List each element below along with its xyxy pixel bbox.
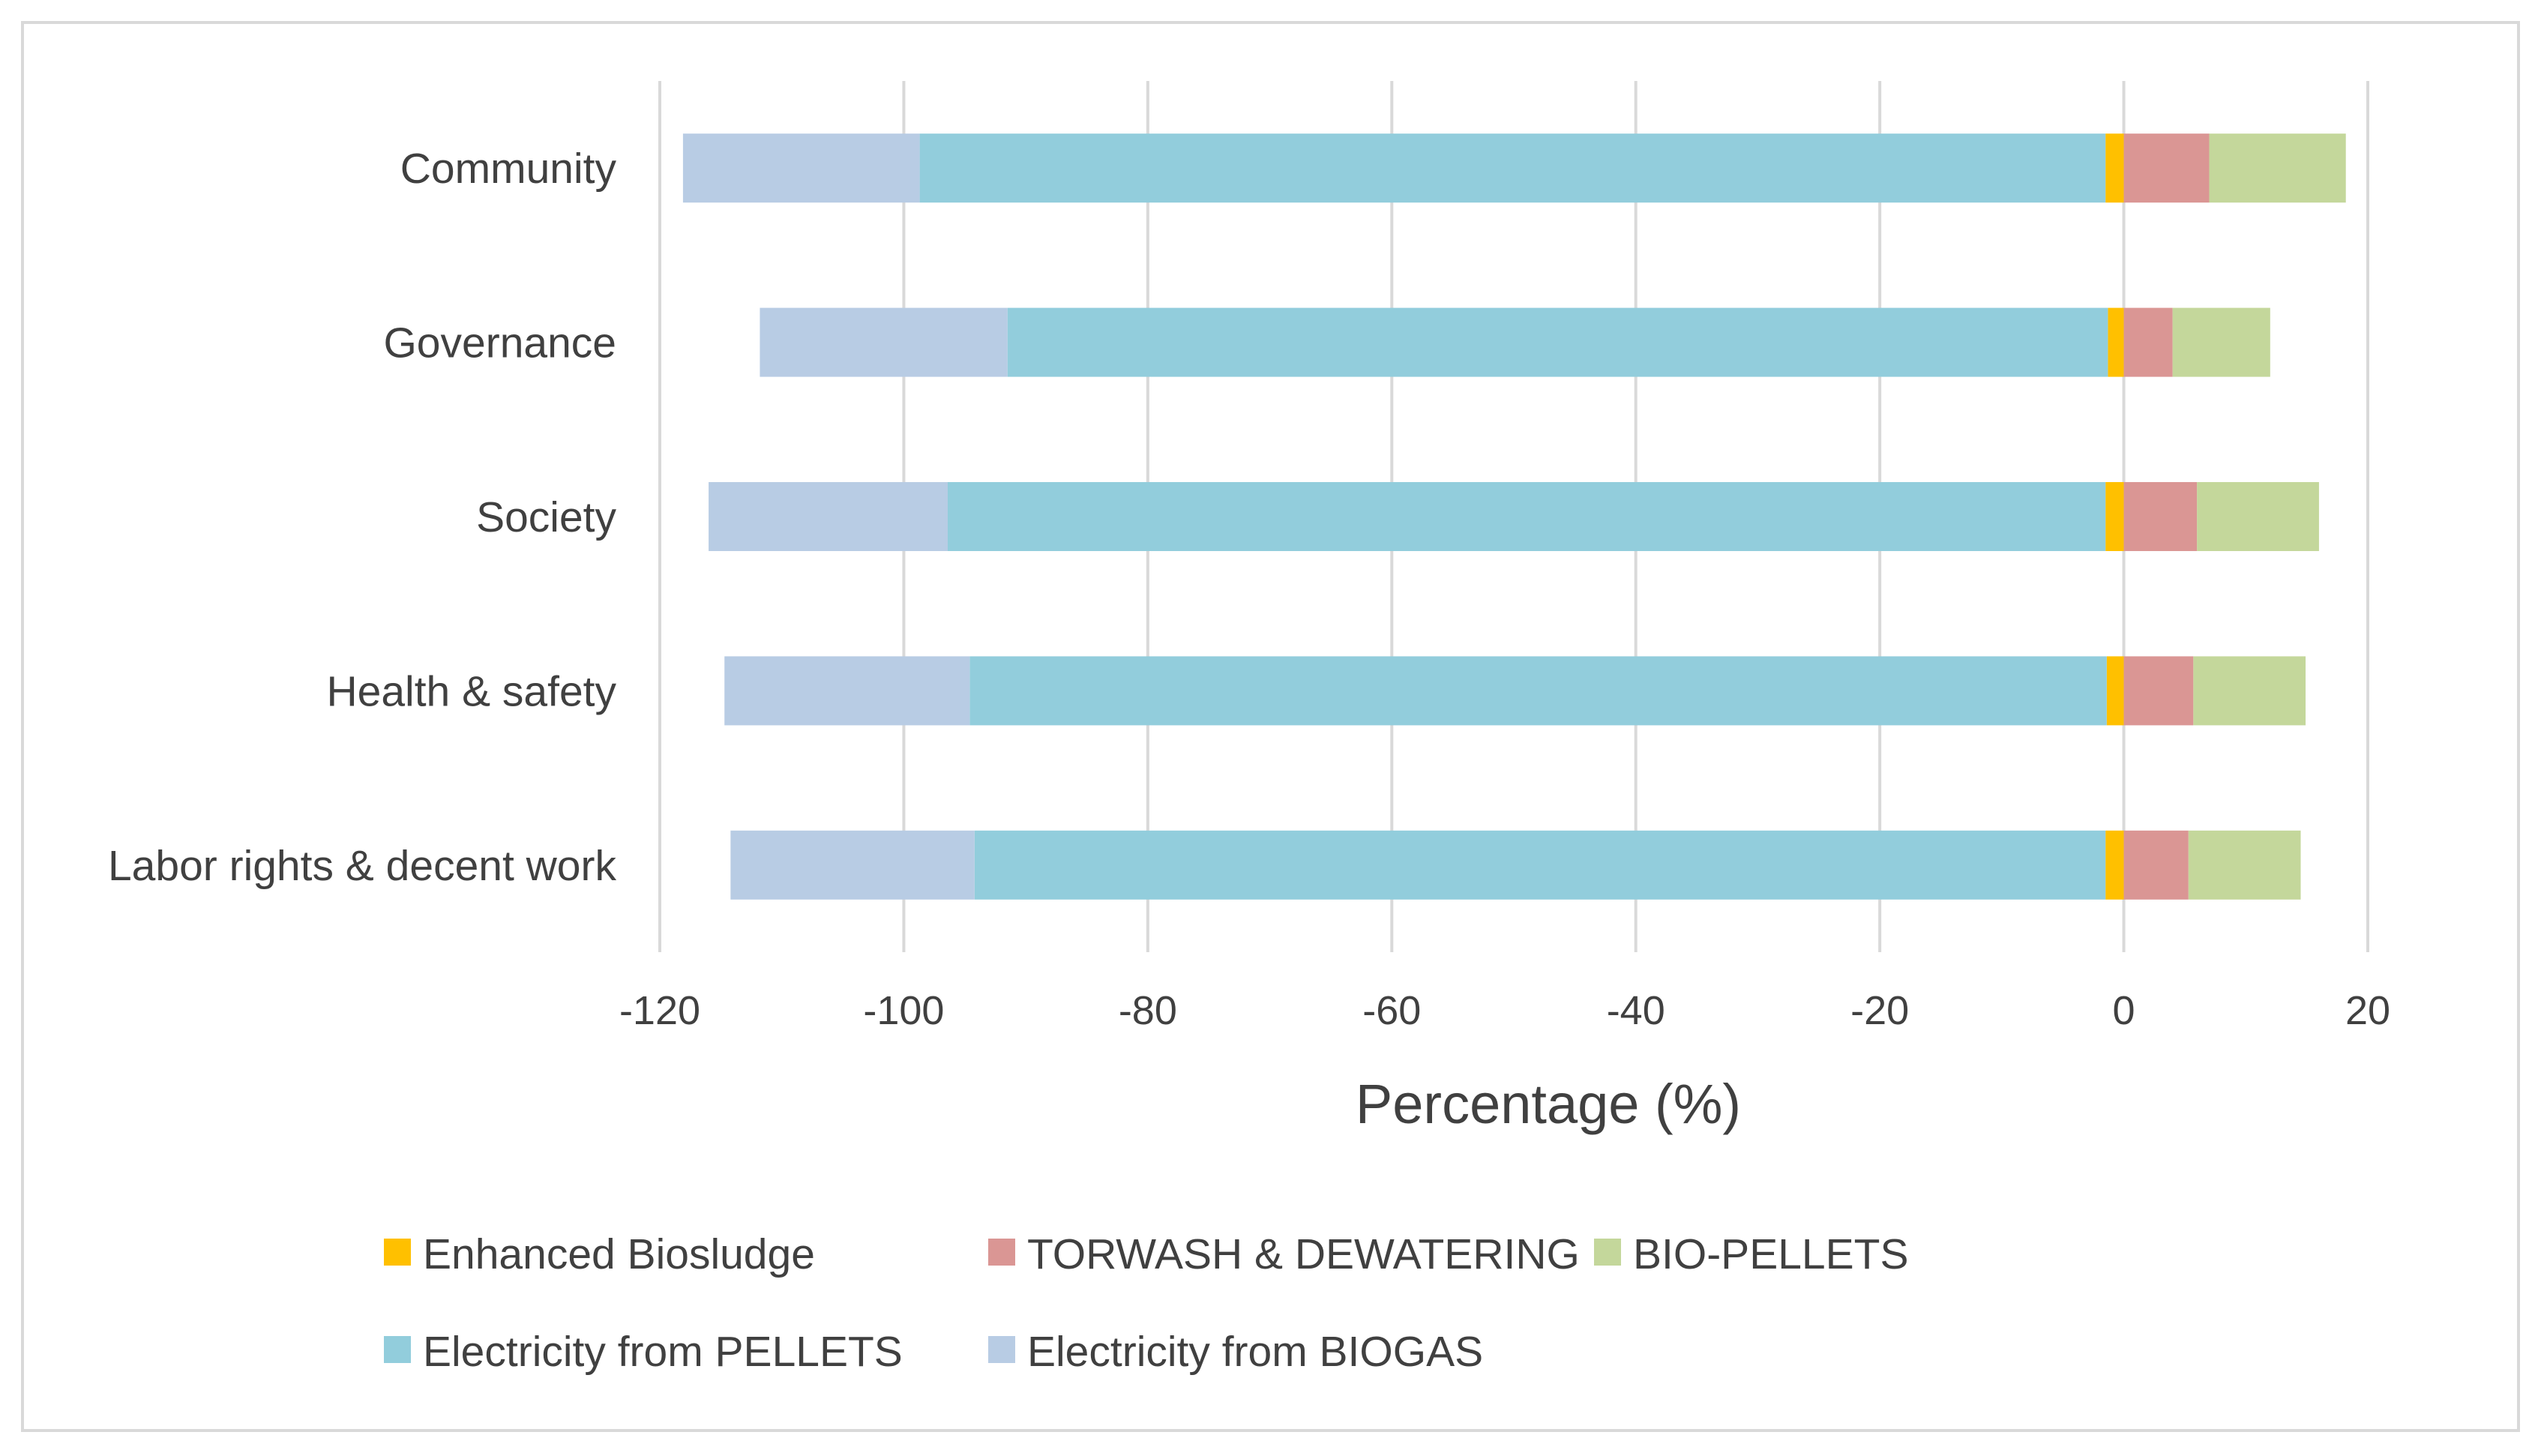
x-tick-label: -100 xyxy=(863,988,944,1033)
bar-segment xyxy=(2197,482,2319,551)
bar-segment xyxy=(2209,133,2346,203)
legend-label: Electricity from BIOGAS xyxy=(1027,1328,1483,1376)
x-tick-label: -80 xyxy=(1119,988,1177,1033)
x-tick-label: 20 xyxy=(2345,988,2390,1033)
legend-swatch xyxy=(988,1336,1015,1363)
x-tick-label: -40 xyxy=(1607,988,1665,1033)
x-tick-label: 0 xyxy=(2113,988,2135,1033)
bar-segment xyxy=(1007,307,2108,377)
bar-segment xyxy=(2123,830,2189,900)
bar-segment xyxy=(2105,482,2124,551)
bar-segment xyxy=(2188,830,2301,900)
legend-label: TORWASH & DEWATERING xyxy=(1027,1230,1580,1278)
x-axis-title: Percentage (%) xyxy=(1356,1073,1741,1135)
bar-segment xyxy=(2193,656,2306,726)
category-labels: Community Governance Society Health & safet… xyxy=(108,145,617,890)
bar-segment xyxy=(919,133,2106,203)
bar-segment xyxy=(709,482,948,551)
bar-segment xyxy=(682,133,920,203)
legend-swatch xyxy=(384,1336,411,1363)
x-tick-label: -60 xyxy=(1362,988,1421,1033)
legend-swatch xyxy=(384,1239,411,1266)
bar-segment xyxy=(974,830,2106,900)
bars xyxy=(682,133,2346,900)
bar-segment xyxy=(2123,482,2198,551)
bar-segment xyxy=(724,656,970,726)
legend-label: Enhanced Biosludge xyxy=(423,1230,815,1278)
bar-segment xyxy=(2123,307,2173,377)
legend: Enhanced Biosludge TORWASH & DEWATERING BI… xyxy=(384,1230,1908,1376)
bar-segment xyxy=(760,307,1008,377)
legend-swatch xyxy=(1594,1239,1621,1266)
bar-segment xyxy=(969,656,2107,726)
bar-segment xyxy=(730,830,975,900)
bar-segment xyxy=(948,482,2106,551)
bar-segment xyxy=(2105,830,2124,900)
category-label: Governance xyxy=(383,319,616,367)
category-label: Community xyxy=(400,145,617,193)
legend-label: Electricity from PELLETS xyxy=(423,1328,903,1376)
chart-frame xyxy=(21,21,2520,1432)
bar-segment xyxy=(2172,307,2270,377)
category-label: Society xyxy=(476,493,616,541)
x-tick-label: -20 xyxy=(1850,988,1909,1033)
x-tick-labels: -120 -100 -80 -60 -40 -20 0 20 xyxy=(619,988,2390,1033)
bar-segment xyxy=(2123,656,2194,726)
bar-segment xyxy=(2106,656,2124,726)
x-tick-label: -120 xyxy=(619,988,700,1033)
category-label: Labor rights & decent work xyxy=(108,842,617,890)
bar-segment xyxy=(2108,307,2124,377)
legend-label: BIO-PELLETS xyxy=(1633,1230,1908,1278)
category-label: Health & safety xyxy=(326,667,616,715)
legend-swatch xyxy=(988,1239,1015,1266)
bar-segment xyxy=(2123,133,2210,203)
bar-segment xyxy=(2105,133,2124,203)
